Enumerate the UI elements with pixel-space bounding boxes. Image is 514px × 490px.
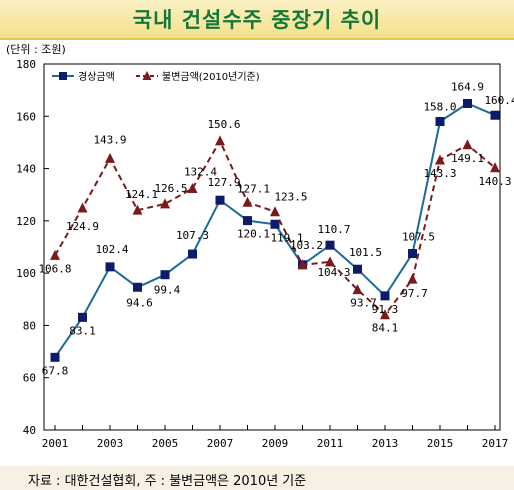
data-point [463,98,472,108]
data-point [407,273,418,284]
data-point [325,256,335,267]
data-point [105,152,115,163]
data-label: 158.0 [423,101,456,114]
x-tick-label: 2009 [262,437,289,450]
data-label: 106.8 [38,262,71,275]
chart-series [50,98,500,362]
y-tick-label: 100 [16,267,36,280]
line-chart: 40 60 80 100 120 140 160 180 2001 2003 2005 2007 200… [16,58,514,450]
data-label: 110.7 [317,223,350,236]
data-label: 107.5 [402,231,435,244]
chart-data-labels: 67.8 83.1 102.4 94.699.4 107.3 127.9 120.1 119.… [38,80,514,377]
chart-ticks: 40 60 80 100 120 140 160 180 2001 2003 2005 2007 200… [16,58,508,450]
data-point [187,182,198,193]
data-label: 91.3 [372,303,399,316]
data-label: 120.1 [237,228,270,241]
data-label: 127.1 [237,182,270,195]
x-tick-label: 2015 [427,437,454,450]
data-point [408,249,417,259]
data-label: 140.3 [478,175,511,188]
data-point [133,282,142,292]
chart-legend: 경상금액 불변금액(2010년기준) [52,70,260,83]
x-tick-label: 2007 [207,437,234,450]
data-point [132,204,143,215]
data-label: 126.5 [154,182,187,195]
y-tick-label: 60 [23,372,36,385]
data-point [50,249,60,260]
data-point [325,240,335,250]
data-label: 99.4 [154,284,181,297]
data-point [160,270,170,280]
data-label: 123.5 [274,191,307,204]
data-point [78,312,87,322]
data-label: 104.3 [317,266,350,279]
data-label: 103.2 [290,239,323,252]
data-label: 101.5 [349,246,382,259]
data-label: 127.9 [207,176,240,189]
data-point [380,309,390,320]
data-label: 84.1 [372,322,399,335]
data-point [380,291,390,301]
data-point [462,139,473,150]
x-tick-label: 2005 [152,437,179,450]
legend-label: 불변금액(2010년기준) [162,71,260,83]
source-note: 자료 : 대한건설협회, 주 : 불변금액은 2010년 기준 [28,474,307,489]
y-tick-label: 80 [23,319,36,332]
data-point [490,162,500,173]
x-tick-label: 2017 [482,437,509,450]
chart-title: 국내 건설수주 중장기 추이 [132,8,382,32]
data-point [242,196,253,207]
data-point [105,262,115,272]
source-bar [0,466,514,490]
unit-label: (단위 : 조원) [6,43,66,56]
data-point [353,264,362,274]
y-tick-label: 120 [16,215,36,228]
chart-axes [43,63,501,431]
data-point [243,216,252,226]
data-label: 93.7 [350,297,377,310]
x-tick-label: 2001 [42,437,69,450]
data-point [77,202,88,213]
data-label: 107.3 [176,229,209,242]
plot-frame [43,63,501,431]
x-tick-label: 2013 [372,437,399,450]
data-label: 94.6 [126,296,153,309]
data-point [50,352,60,362]
data-label: 97.7 [401,287,428,300]
data-point [352,284,363,295]
legend-marker [59,72,67,80]
y-tick-label: 180 [16,58,36,71]
data-point [297,259,308,270]
y-tick-label: 140 [16,163,36,176]
data-point [435,117,445,127]
data-label: 83.1 [69,324,96,337]
data-point [270,206,280,217]
data-point [435,154,445,165]
data-label: 132.4 [184,165,217,178]
data-label: 124.1 [125,188,158,201]
title-bar [0,0,514,40]
data-label: 67.8 [42,364,69,377]
data-label: 164.9 [451,80,484,93]
data-point [490,110,500,120]
data-point [215,195,225,205]
data-label: 143.9 [93,133,126,146]
y-tick-label: 160 [16,110,36,123]
data-point [188,249,197,259]
legend-label: 경상금액 [78,70,115,83]
data-label: 150.6 [207,118,240,131]
data-label: 149.1 [451,152,484,165]
data-point [160,198,170,209]
x-tick-label: 2003 [97,437,124,450]
data-label: 143.3 [423,167,456,180]
data-point [215,135,225,146]
data-label: 160.4 [484,94,514,107]
data-point [270,219,280,229]
legend-marker [142,71,152,80]
y-tick-label: 40 [23,424,36,437]
x-tick-label: 2011 [317,437,344,450]
data-label: 119.1 [270,231,303,244]
data-label: 124.9 [66,220,99,233]
data-label: 102.4 [95,243,128,256]
